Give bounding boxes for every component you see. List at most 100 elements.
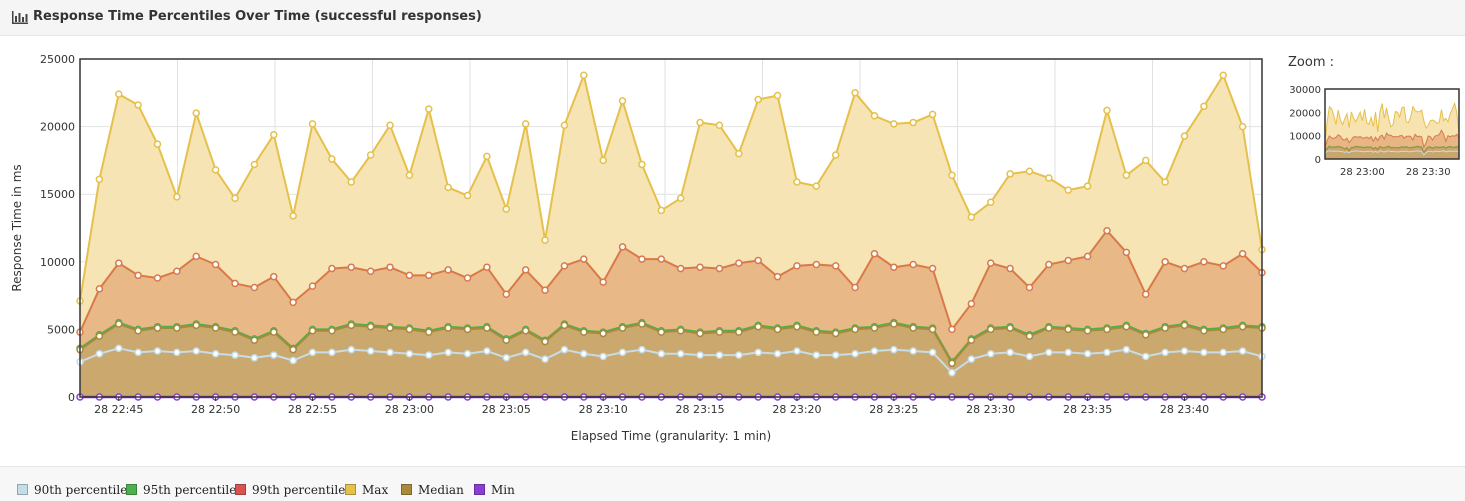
markers-99th-percentile [76,226,1266,336]
point-90th-percentile [890,345,898,354]
point-median [425,328,433,336]
point-90th-percentile [270,351,278,359]
plot-frame [79,58,1263,398]
point-median [289,345,297,354]
point-median [870,324,879,332]
y-tick-label: 10000 [40,256,75,269]
point-median [812,328,821,336]
point-median [580,328,588,336]
point-median [1238,322,1247,331]
point-max [134,101,142,109]
point-median [657,328,666,336]
point-90th-percentile [308,348,317,357]
point-99th-percentile [1103,226,1111,235]
legend-item-90th-percentile[interactable]: 90th percentile [17,483,127,497]
point-median [1006,324,1014,332]
point-max [696,118,704,127]
legend-swatch [17,484,28,495]
point-90th-percentile [366,347,375,355]
point-90th-percentile [386,348,394,357]
point-max [657,206,666,215]
chart-title: Response Time Percentiles Over Time (suc… [33,9,482,24]
point-99th-percentile [541,286,549,294]
legend-label: Median [418,483,464,497]
point-max [483,152,491,161]
y-tick-label: 20000 [40,121,75,134]
legend: 90th percentile 95th percentile 99th perce… [0,466,1465,501]
legend-swatch [474,484,485,495]
point-max [541,236,549,244]
y-axis-label: Response Time in ms [10,164,24,291]
point-90th-percentile [1141,352,1150,361]
point-max [231,194,239,203]
x-tick-label: 28 23:20 [772,403,821,416]
point-median [173,324,181,332]
point-90th-percentile [289,356,297,365]
point-99th-percentile [1025,283,1034,292]
legend-item-max[interactable]: Max [345,483,388,497]
point-99th-percentile [386,263,394,271]
point-median [211,324,220,332]
point-90th-percentile [192,347,201,355]
point-max [909,118,917,127]
point-99th-percentile [153,274,162,282]
point-99th-percentile [521,266,530,274]
zoom-y-tick-label: 10000 [1289,132,1321,143]
point-max [1180,132,1189,140]
legend-label: 95th percentile [143,483,237,497]
point-max [928,110,937,119]
zoom-line [1324,101,1460,143]
point-median [1064,325,1072,334]
point-max [948,171,956,180]
point-90th-percentile [715,351,724,359]
point-99th-percentile [986,259,995,267]
point-median [851,325,859,334]
point-90th-percentile [599,352,607,361]
point-90th-percentile [1161,348,1169,357]
point-99th-percentile [909,260,917,269]
point-median [463,325,472,334]
point-max [967,213,976,221]
point-median [618,324,627,332]
legend-item-min[interactable]: Min [474,483,515,497]
point-median [1180,321,1189,330]
legend-item-95th-percentile[interactable]: 95th percentile [126,483,236,497]
point-max [405,171,414,180]
x-tick-label: 28 23:30 [966,403,1015,416]
point-90th-percentile [328,348,336,357]
point-90th-percentile [1025,352,1034,361]
point-90th-percentile [211,349,220,358]
line-max [79,74,1263,302]
point-90th-percentile [153,347,162,355]
point-99th-percentile [580,255,588,263]
legend-item-99th-percentile[interactable]: 99th percentile [235,483,345,497]
point-90th-percentile [1006,348,1014,357]
point-median [1161,324,1169,332]
point-99th-percentile [444,266,452,274]
point-99th-percentile [928,264,937,273]
point-max [754,95,762,104]
point-99th-percentile [735,259,743,267]
main-chart[interactable]: 0 5000 10000 15000 20000 25000 28 22:45 28 22:5… [0,36,1270,461]
point-median [773,325,782,334]
point-max [599,156,607,165]
y-tick-label: 0 [68,391,75,404]
legend-swatch [235,484,246,495]
zoom-frame [1324,88,1460,160]
point-max [1064,186,1072,194]
point-median [909,324,917,332]
point-99th-percentile [560,262,569,270]
point-99th-percentile [890,263,898,271]
point-99th-percentile [95,285,104,293]
point-99th-percentile [483,263,491,271]
legend-item-median[interactable]: Median [401,483,464,497]
point-median [754,322,762,331]
point-99th-percentile [657,255,666,263]
point-median [270,328,278,336]
markers-max [76,71,1266,305]
point-max [1161,178,1169,186]
legend-swatch [345,484,356,495]
point-90th-percentile [405,349,414,358]
x-tick-label: 28 23:25 [869,403,918,416]
zoom-chart[interactable]: 0 10000 20000 30000 28 23:00 28 23:30 [1280,75,1465,185]
